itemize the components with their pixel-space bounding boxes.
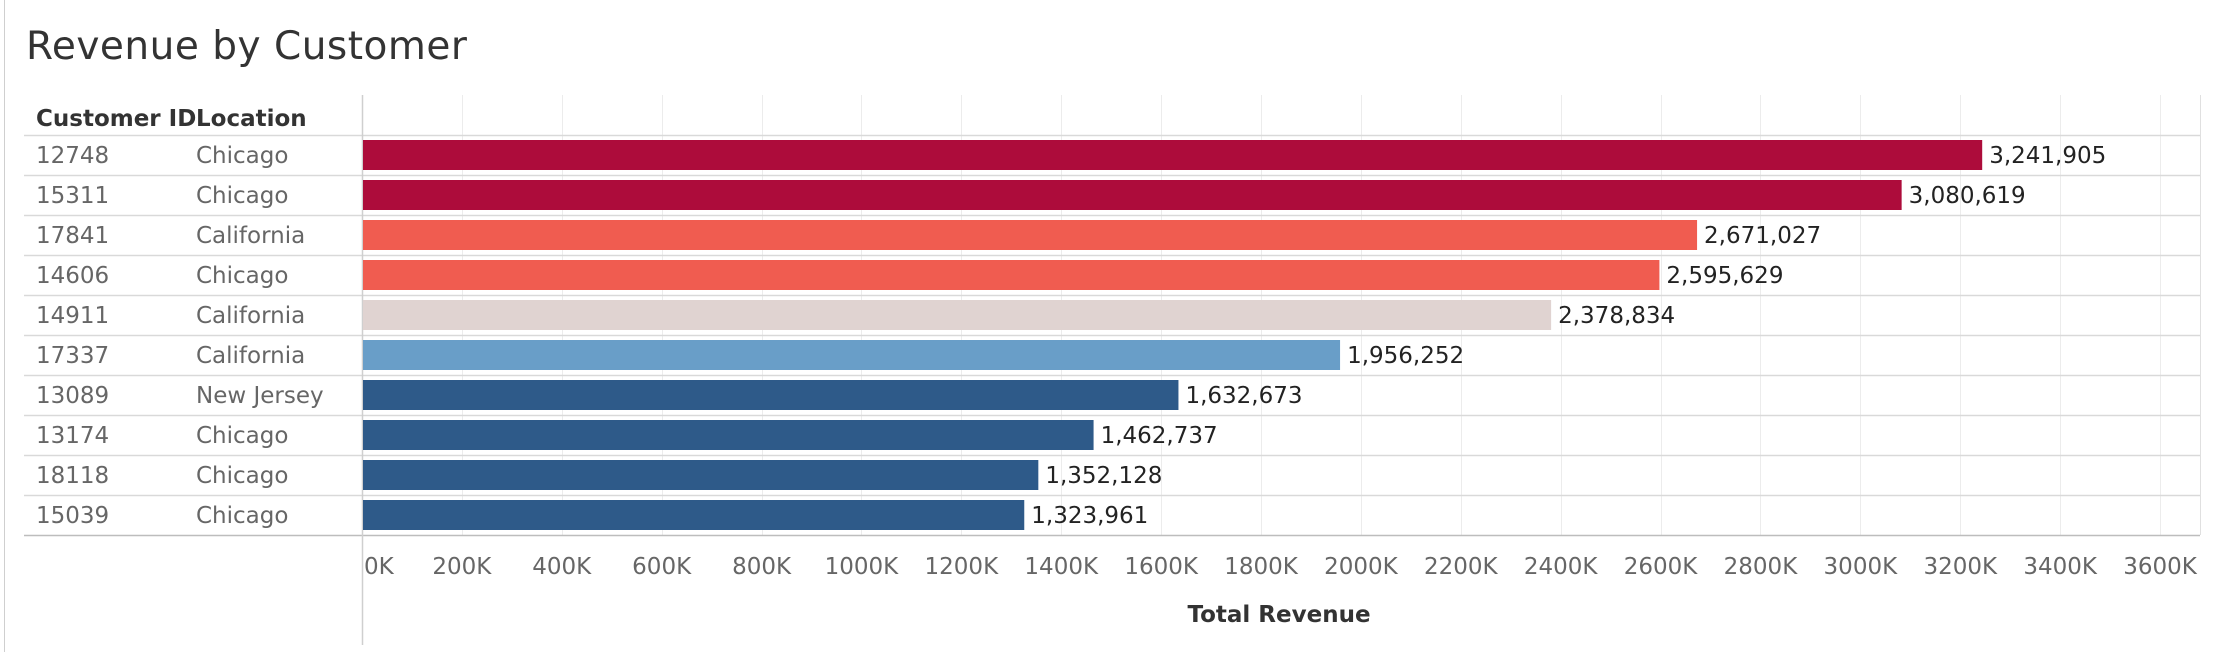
x-tick-label: 2400K [1524, 554, 1599, 580]
bar [363, 500, 1025, 530]
location-cell: Chicago [196, 143, 288, 169]
table-row: 15311 Chicago [36, 183, 288, 209]
x-tick-label: 1000K [825, 554, 900, 580]
location-cell: Chicago [196, 503, 288, 529]
customer-id-cell: 17337 [36, 343, 109, 369]
bar [363, 140, 1983, 170]
bar-value-labels: 3,241,905 3,080,619 2,671,027 2,595,629 2,37… [1031, 143, 2106, 529]
location-cell: Chicago [196, 463, 288, 489]
customer-id-cell: 12748 [36, 143, 109, 169]
bars [363, 140, 1983, 530]
x-tick-label: 2800K [1724, 554, 1799, 580]
bar [363, 380, 1179, 410]
x-tick-label: 400K [532, 554, 592, 580]
bar-value-label: 2,671,027 [1704, 223, 1821, 249]
customer-id-cell: 14606 [36, 263, 109, 289]
x-tick-label: 1800K [1224, 554, 1299, 580]
location-cell: California [196, 223, 305, 249]
bar-value-label: 3,080,619 [1909, 183, 2026, 209]
bar [363, 300, 1552, 330]
location-cell: California [196, 343, 305, 369]
customer-id-cell: 17841 [36, 223, 109, 249]
x-tick-label: 1200K [925, 554, 1000, 580]
bar-value-label: 2,595,629 [1666, 263, 1783, 289]
x-tick-label: 2200K [1424, 554, 1499, 580]
x-tick-label: 3200K [1923, 554, 1998, 580]
bar-value-label: 1,956,252 [1347, 343, 1464, 369]
table-row: 12748 Chicago [36, 143, 288, 169]
table-row: 14911 California [36, 303, 305, 329]
table-row: 18118 Chicago [36, 463, 288, 489]
customer-id-cell: 18118 [36, 463, 109, 489]
bar-value-label: 1,462,737 [1101, 423, 1218, 449]
x-axis-ticks: 0K 200K 400K 600K 800K 1000K 1200K 1400K 1600K 18… [364, 554, 2198, 580]
bar [363, 260, 1660, 290]
x-axis-title: Total Revenue [1187, 602, 1370, 628]
bar-value-label: 1,352,128 [1045, 463, 1162, 489]
table-row: 13174 Chicago [36, 423, 288, 449]
table-row: 15039 Chicago [36, 503, 288, 529]
bar [363, 460, 1039, 490]
bar-value-label: 2,378,834 [1558, 303, 1675, 329]
bar [363, 220, 1698, 250]
table-row: 17841 California [36, 223, 305, 249]
location-cell: Chicago [196, 423, 288, 449]
location-cell: New Jersey [196, 383, 324, 409]
location-cell: Chicago [196, 263, 288, 289]
x-tick-label: 2000K [1324, 554, 1399, 580]
x-tick-label: 3600K [2123, 554, 2198, 580]
bar-value-label: 3,241,905 [1989, 143, 2106, 169]
table-row: 13089 New Jersey [36, 383, 324, 409]
x-tick-label: 3000K [1824, 554, 1899, 580]
x-tick-label: 1600K [1124, 554, 1199, 580]
bar [363, 420, 1094, 450]
column-headers: Customer ID Location [36, 106, 307, 132]
x-tick-label: 0K [364, 554, 395, 580]
bar [363, 340, 1341, 370]
bar [363, 180, 1902, 210]
x-tick-label: 800K [732, 554, 792, 580]
location-cell: Chicago [196, 183, 288, 209]
x-tick-label: 200K [432, 554, 492, 580]
customer-id-cell: 14911 [36, 303, 109, 329]
location-cell: California [196, 303, 305, 329]
x-tick-label: 3400K [2023, 554, 2098, 580]
x-tick-label: 600K [632, 554, 692, 580]
bar-value-label: 1,632,673 [1185, 383, 1302, 409]
x-tick-label: 2600K [1624, 554, 1699, 580]
column-header: Location [196, 106, 307, 132]
table-row: 17337 California [36, 343, 305, 369]
customer-id-cell: 13174 [36, 423, 109, 449]
chart-title: Revenue by Customer [26, 24, 468, 69]
x-tick-label: 1400K [1024, 554, 1099, 580]
table-row: 14606 Chicago [36, 263, 288, 289]
bar-value-label: 1,323,961 [1031, 503, 1148, 529]
customer-id-cell: 15039 [36, 503, 109, 529]
customer-id-cell: 15311 [36, 183, 109, 209]
x-axis: Total Revenue [1187, 602, 1370, 628]
left-border [4, 0, 5, 652]
chart-frame [24, 95, 2201, 645]
column-header: Customer ID [36, 106, 196, 132]
customer-id-cell: 13089 [36, 383, 109, 409]
